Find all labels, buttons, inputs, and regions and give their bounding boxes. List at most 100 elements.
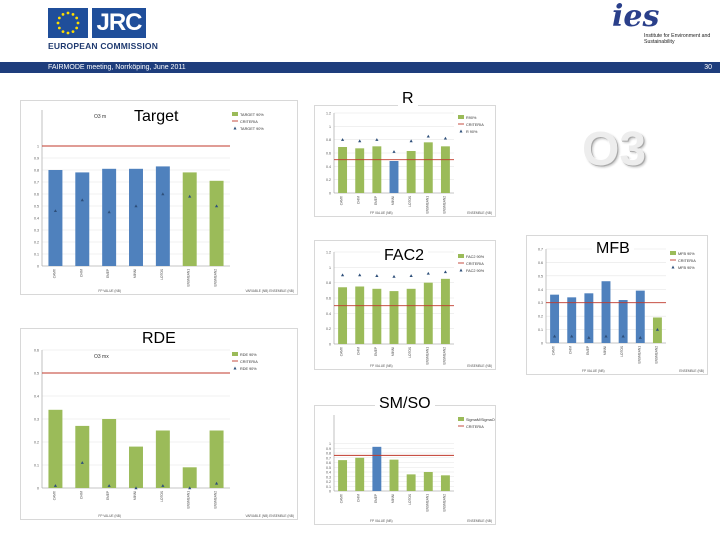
eu-stars-icon <box>56 11 80 35</box>
marker-point <box>426 271 430 275</box>
y-tick-label: 0.2 <box>538 315 543 319</box>
ies-institute-label: Institute for Environment and Sustainabi… <box>644 33 711 45</box>
x-tick-label: EMEP <box>374 347 378 356</box>
y-tick-label: 0.4 <box>34 395 39 399</box>
legend-label: CRITERIA <box>466 262 484 266</box>
marker-point <box>80 198 84 202</box>
marker-point <box>426 134 430 138</box>
marker-point <box>107 484 111 487</box>
marker-point <box>53 484 58 487</box>
x-tick-label: LOTOS <box>408 347 412 358</box>
bar-chim <box>567 297 577 343</box>
y-tick-label: 0.8 <box>326 452 331 456</box>
x-tick-label: LOTOS <box>160 491 164 502</box>
x-tick-label: EMEP <box>106 269 110 278</box>
y-tick-label: 0.3 <box>538 301 543 305</box>
bar-minni <box>129 168 143 266</box>
bar-chim <box>355 457 365 491</box>
bar-camx <box>338 287 348 344</box>
panel-tag: O3 m <box>94 114 106 120</box>
x-tick-label: ENSMEAN1 <box>425 494 429 512</box>
y-tick-label: 0.6 <box>538 261 543 265</box>
y-tick-label: 0.8 <box>326 138 331 142</box>
y-tick-label: 0 <box>37 265 39 269</box>
bar-minni <box>389 161 399 193</box>
legend-label: CRITERIA <box>240 360 258 364</box>
legend-swatch <box>458 254 464 258</box>
marker-point <box>53 209 58 212</box>
bar-lotos <box>406 151 416 193</box>
y-tick-label: 0.2 <box>326 178 331 182</box>
bar-minni <box>389 291 399 344</box>
bar-ensmean1 <box>182 172 197 266</box>
marker-point <box>340 138 345 141</box>
eu-star-icon <box>57 16 61 20</box>
marker-point <box>552 334 557 338</box>
y-tick-label: 0.7 <box>34 181 39 185</box>
bar-ensmean2 <box>209 430 224 488</box>
bar-ensmean1 <box>423 282 433 344</box>
y-tick-label: 0.2 <box>326 327 331 331</box>
footer-right-label: ENSEMBLE (NB) <box>467 211 492 215</box>
y-tick-label: 0.2 <box>326 480 331 484</box>
x-tick-label: ENSMEAN2 <box>442 196 446 214</box>
bar-camx <box>338 460 348 491</box>
eu-star-icon <box>66 11 70 15</box>
legend-swatch <box>459 268 463 272</box>
legend-label: MFB 90% <box>678 252 695 256</box>
marker-point <box>604 334 608 338</box>
y-tick-label: 0.3 <box>326 475 331 479</box>
y-tick-label: 0.5 <box>326 466 331 470</box>
x-tick-label: CAMX <box>340 195 344 205</box>
bar-ensmean2 <box>440 278 450 344</box>
chart-mfb: 0 0.1 0.2 0.3 0.4 0.5 0.6 0.7 CAMX CHIM EMEP MINNI L… <box>526 235 708 375</box>
legend-label: R90% <box>466 116 477 120</box>
y-tick-label: 1 <box>329 442 331 446</box>
marker-point <box>214 204 219 208</box>
marker-point <box>358 273 362 277</box>
x-tick-label: CHIM <box>357 347 361 355</box>
y-tick-label: 0.3 <box>34 229 39 233</box>
x-tick-label: MINNI <box>603 346 607 355</box>
bar-camx <box>48 170 63 266</box>
x-tick-label: CAMX <box>52 490 56 500</box>
y-tick-label: 0.6 <box>34 349 39 353</box>
y-tick-label: 0.8 <box>326 281 331 285</box>
marker-point <box>188 194 192 198</box>
bar-ensmean1 <box>182 467 197 488</box>
y-tick-label: 0.6 <box>326 297 331 301</box>
x-tick-label: LOTOS <box>160 269 164 280</box>
footer-left-label: FP VALUE (NB) <box>370 211 393 215</box>
bar-ensmean1 <box>423 472 433 491</box>
bar-emep <box>372 288 382 344</box>
legend-label: CRITERIA <box>240 120 258 124</box>
bar-lotos <box>155 430 170 488</box>
mfb-label: MFB <box>592 240 634 258</box>
y-tick-label: 0.5 <box>34 205 39 209</box>
bar-camx <box>48 409 63 488</box>
marker-point <box>161 484 165 487</box>
bar-minni <box>601 281 611 343</box>
x-tick-label: ENSMEAN2 <box>442 494 446 512</box>
bar-emep <box>584 293 594 343</box>
bar-lotos <box>155 166 170 266</box>
marker-point <box>638 336 642 339</box>
x-tick-label: CAMX <box>552 345 556 355</box>
footer-left-label: FP VALUE (NB) <box>370 519 393 523</box>
x-tick-label: LOTOS <box>620 346 624 357</box>
x-tick-label: ENSMEAN1 <box>637 346 641 364</box>
chart-rde: 0 0.1 0.2 0.3 0.4 0.5 0.6 CAMX CHIM EMEP MINNI LOTO… <box>20 328 298 520</box>
y-tick-label: 0.5 <box>34 372 39 376</box>
bar-emep <box>102 168 117 266</box>
x-tick-label: MINNI <box>391 494 395 503</box>
marker-point <box>188 486 192 490</box>
eu-star-icon <box>75 26 79 30</box>
y-tick-label: 0.1 <box>34 253 39 257</box>
title-band <box>0 62 720 73</box>
x-tick-label: CHIM <box>357 494 361 502</box>
x-tick-label: MINNI <box>133 269 137 278</box>
r-label: R <box>398 90 418 108</box>
o3-label: O3 <box>582 123 647 176</box>
eu-flag-logo <box>48 8 88 38</box>
chart-svg-rde: 0 0.1 0.2 0.3 0.4 0.5 0.6 CAMX CHIM EMEP MINNI LOTO… <box>20 328 298 520</box>
